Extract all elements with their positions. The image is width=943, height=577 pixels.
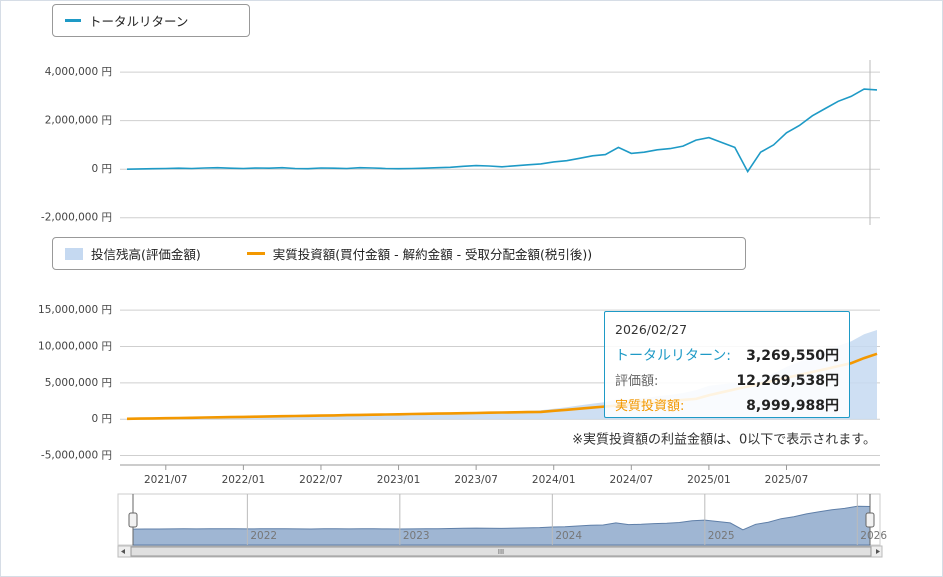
line (126, 88, 878, 174)
tooltip-date: 2026/02/27 (615, 322, 688, 337)
x-tick-label: 2024/07 (609, 474, 653, 486)
navigator-year: 2022 (250, 530, 277, 542)
navigator-handle[interactable] (128, 512, 138, 528)
navigator-year: 2024 (555, 530, 582, 542)
scrollbar-grip: III (498, 548, 504, 556)
navigator-year: 2026 (860, 530, 887, 542)
navigator-area (132, 505, 871, 546)
legend-swatch (65, 247, 83, 260)
y-tick-label: 2,000,000 円 (45, 115, 112, 127)
navigator-handle[interactable] (865, 512, 875, 528)
y-tick-label: 4,000,000 円 (45, 66, 112, 78)
tooltip-row: 実質投資額: 8,999,988円 (615, 395, 841, 414)
y-tick-label: 5,000,000 円 (45, 377, 112, 389)
legend-swatch (65, 19, 81, 22)
tooltip-label: 実質投資額: (615, 399, 685, 414)
x-tick-label: 2022/07 (299, 474, 343, 486)
tooltip: 2026/02/27 トータルリターン: 3,269,550円 評価額: 12,26… (604, 311, 850, 418)
legend[interactable]: トータルリターン (52, 4, 250, 37)
legend-label: 実質投資額(買付金額 - 解約金額 - 受取分配金額(税引後)) (272, 247, 593, 262)
x-tick-label: 2023/01 (377, 474, 421, 486)
y-tick-label: -5,000,000 円 (41, 450, 112, 462)
x-tick-label: 2024/01 (532, 474, 576, 486)
tooltip-row: 評価額: 12,269,538円 (615, 370, 841, 389)
x-tick-label: 2023/07 (454, 474, 498, 486)
tooltip-value: 3,269,550円 (746, 348, 839, 364)
tooltip-label: 評価額: (615, 374, 659, 389)
y-tick-label: 10,000,000 円 (38, 341, 112, 353)
x-tick-label: 2022/01 (222, 474, 266, 486)
navigator-year: 2025 (708, 530, 735, 542)
y-tick-label: 0 円 (91, 163, 112, 175)
tooltip-value: 12,269,538円 (736, 373, 839, 389)
tooltip-label: トータルリターン: (615, 348, 732, 364)
legend-label: 投信残高(評価金額) (91, 247, 201, 262)
x-tick-label: 2021/07 (144, 474, 188, 486)
legend-label: トータルリターン (89, 14, 189, 29)
legend-swatch (246, 252, 265, 255)
tooltip-row: トータルリターン: 3,269,550円 (615, 345, 841, 365)
tooltip-value: 8,999,988円 (746, 398, 839, 414)
y-tick-label: 15,000,000 円 (38, 304, 112, 316)
note: ※実質投資額の利益金額は、0以下で表示されます。 (572, 432, 876, 448)
legend[interactable]: 投信残高(評価金額) 実質投資額(買付金額 - 解約金額 - 受取分配金額(税引… (52, 237, 746, 270)
y-tick-label: 0 円 (91, 413, 112, 425)
scroll-right[interactable] (876, 549, 880, 554)
x-tick-label: 2025/07 (765, 474, 809, 486)
navigator-year: 2023 (403, 530, 430, 542)
x-tick-label: 2025/01 (687, 474, 731, 486)
scroll-left[interactable] (121, 549, 125, 554)
scrollbar-thumb[interactable] (130, 546, 872, 557)
y-tick-label: -2,000,000 円 (41, 212, 112, 224)
